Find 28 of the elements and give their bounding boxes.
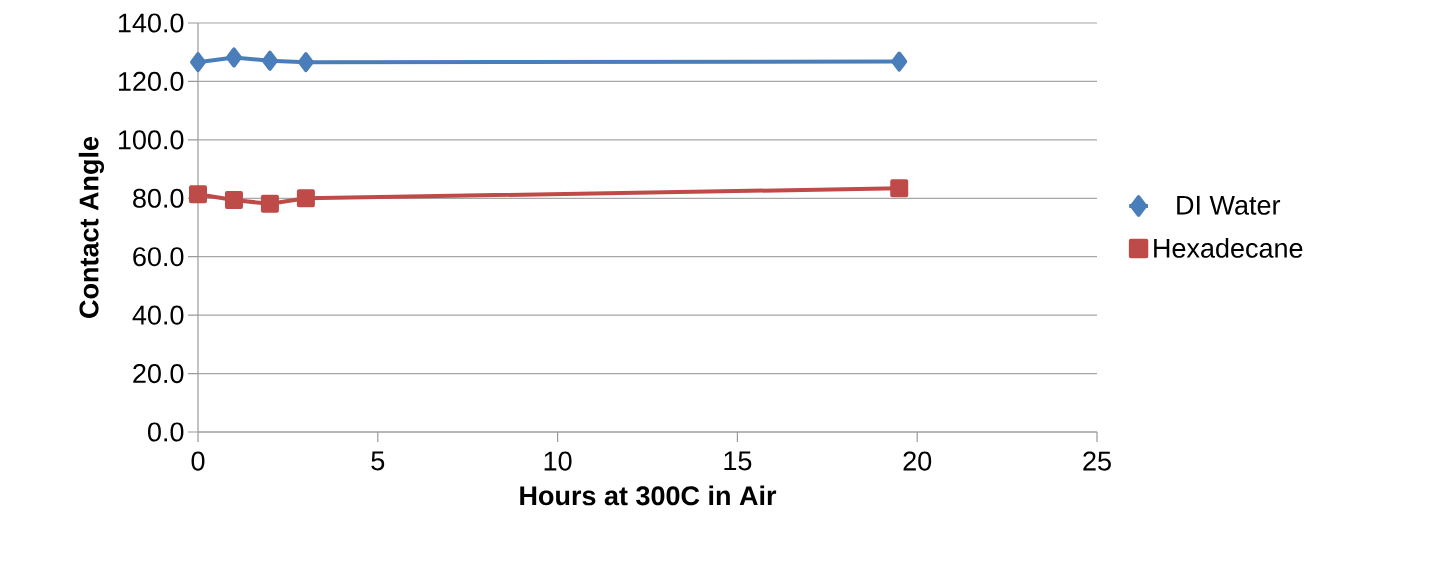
legend-label: Hexadecane — [1154, 238, 1303, 258]
x-tick-label: 0 — [191, 451, 205, 471]
y-tick-label: 0.0 — [147, 422, 184, 442]
y-axis-title: Contact Angle — [78, 136, 105, 318]
point — [189, 185, 207, 204]
x-tick-label: 10 — [544, 451, 572, 471]
x-tick-label: 20 — [903, 451, 932, 471]
x-tick-label: 25 — [1083, 451, 1111, 471]
point — [296, 189, 315, 208]
y-tick-label: 140.0 — [118, 13, 184, 33]
y-tick-label: 60.0 — [133, 247, 184, 267]
x-tick-label: 5 — [371, 451, 385, 471]
point — [261, 50, 278, 71]
y-tick-label: 40.0 — [132, 305, 184, 325]
point — [224, 191, 243, 210]
y-tick-label: 100.0 — [118, 130, 184, 150]
point — [890, 179, 909, 198]
y-tick-label: 80.0 — [133, 188, 184, 208]
y-tick-label: 20.0 — [133, 364, 184, 384]
y-tick-label: 120.0 — [118, 71, 184, 91]
point — [190, 52, 206, 73]
x-tick-label: 15 — [724, 451, 752, 471]
legend-label: DI Water — [1177, 195, 1281, 215]
x-axis-title: Hours at 300C in Air — [520, 485, 777, 506]
point — [260, 194, 279, 213]
point — [891, 51, 908, 72]
point — [225, 47, 242, 68]
point — [297, 52, 314, 73]
